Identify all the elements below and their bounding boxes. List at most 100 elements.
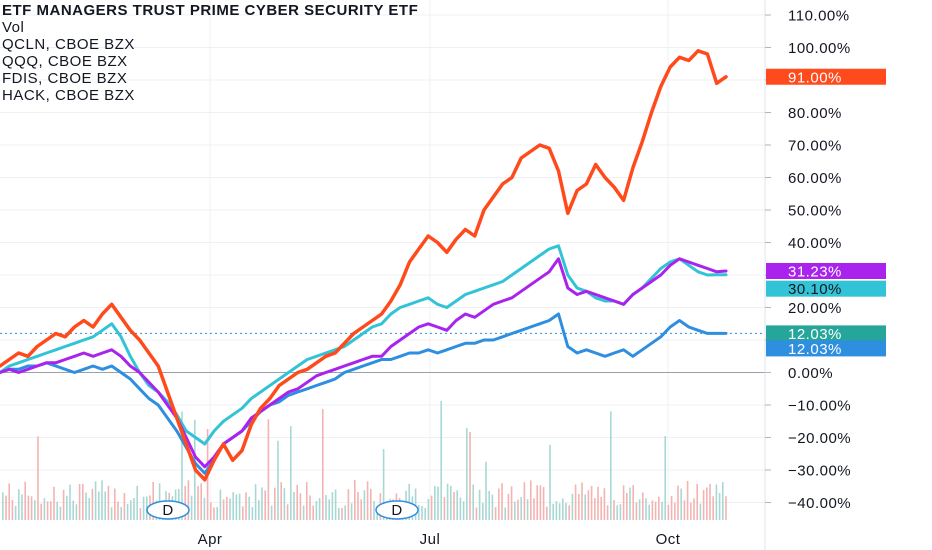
volume-bar: [347, 489, 350, 520]
volume-bar: [219, 489, 222, 520]
volume-bar: [290, 426, 292, 520]
volume-bar: [302, 505, 305, 520]
volume-bar: [488, 490, 490, 520]
legend-volume[interactable]: Vol: [2, 19, 25, 36]
volume-bar: [645, 498, 647, 520]
y-tick-label: −40.00%: [788, 495, 851, 512]
series-line-fdis[interactable]: [0, 244, 728, 446]
volume-bar: [590, 485, 593, 520]
volume-bar: [27, 495, 30, 520]
volume-bar: [674, 502, 676, 520]
volume-bar: [43, 498, 46, 520]
volume-bar: [232, 492, 234, 520]
volume-bar: [494, 507, 497, 520]
last-value-tag: 31.23%: [766, 263, 886, 281]
legend-item-fdis[interactable]: FDIS, CBOE BZX: [2, 70, 128, 87]
last-value-tag-bg: [766, 340, 886, 357]
volume-bar: [715, 484, 718, 520]
volume-bar: [562, 498, 564, 520]
volume-bar: [446, 483, 449, 520]
legend-item-qcln[interactable]: QCLN, CBOE BZX: [2, 36, 135, 53]
volume-bar: [309, 495, 311, 520]
volume-bar: [507, 493, 510, 520]
volume-bar: [712, 496, 714, 520]
y-tick-label: 70.00%: [788, 138, 842, 155]
volume-bar: [504, 507, 506, 520]
volume-bar: [638, 499, 641, 520]
volume-bar: [59, 506, 62, 520]
y-tick-label: 60.00%: [788, 170, 842, 187]
volume-bar: [702, 490, 705, 520]
series-line-hack[interactable]: [0, 312, 728, 475]
volume-bar: [258, 500, 260, 520]
volume-bar: [286, 504, 289, 520]
volume-bar: [82, 483, 84, 520]
volume-bar: [181, 411, 183, 520]
volume-bar: [187, 480, 190, 520]
volume-bar: [482, 502, 484, 520]
volume-bar: [709, 484, 711, 520]
volume-bar: [117, 501, 119, 520]
volume-bar: [485, 461, 487, 520]
volume-bar: [443, 497, 446, 520]
volume-bar: [680, 488, 682, 520]
volume-bar: [472, 484, 474, 520]
volume-bar: [104, 491, 106, 520]
volume-bar: [242, 506, 244, 520]
volume-bar: [331, 492, 334, 520]
volume-bar: [142, 496, 145, 520]
dividend-marker[interactable]: D: [375, 500, 419, 520]
volume-bar: [670, 496, 673, 520]
volume-bar: [498, 488, 500, 520]
last-value-tag-label: 91.00%: [788, 69, 842, 86]
volume-bar: [667, 504, 670, 520]
dividend-marker[interactable]: D: [146, 500, 190, 520]
volume-bar: [216, 507, 218, 520]
volume-bar: [306, 482, 308, 520]
series-line-qqq[interactable]: [0, 257, 728, 469]
volume-bar: [363, 490, 366, 520]
volume-bar: [635, 502, 638, 520]
volume-bar: [610, 411, 612, 520]
x-axis-time-scale[interactable]: Apr Jul Oct: [198, 531, 681, 548]
volume-bar: [421, 506, 423, 520]
volume-bar: [5, 495, 7, 520]
volume-bar: [491, 494, 494, 520]
volume-bar: [542, 487, 545, 520]
volume-bar: [56, 501, 58, 520]
volume-bar: [533, 498, 535, 520]
volume-bar: [133, 498, 135, 520]
volume-bar: [267, 419, 270, 520]
legend-title[interactable]: ETF MANAGERS TRUST PRIME CYBER SECURITY …: [2, 2, 419, 19]
volume-bar: [283, 488, 286, 520]
volume-bar: [568, 505, 570, 520]
volume-bar: [213, 507, 215, 520]
y-tick-label: 50.00%: [788, 203, 842, 220]
volume-bar: [549, 444, 551, 520]
dividend-marker-label: D: [162, 502, 173, 519]
dividend-marker-label: D: [391, 502, 402, 519]
volume-bar: [693, 498, 695, 520]
volume-bar: [248, 496, 250, 520]
volume-bar: [514, 501, 516, 520]
volume-bar: [523, 482, 526, 520]
volume-bar: [226, 496, 228, 520]
volume-bar: [325, 495, 327, 520]
y-tick-label: 80.00%: [788, 105, 842, 122]
volume-bar: [110, 507, 113, 520]
last-value-tag: 30.10%: [766, 280, 886, 298]
volume-bar: [341, 507, 343, 520]
series-line-qcln[interactable]: [0, 49, 728, 482]
volume-bar: [517, 499, 519, 520]
last-value-tag: 91.00%: [766, 68, 886, 86]
volume-bar: [430, 495, 433, 520]
legend-item-hack[interactable]: HACK, CBOE BZX: [2, 87, 135, 104]
y-tick-label: −30.00%: [788, 463, 851, 480]
volume-bar: [53, 486, 55, 520]
volume-bar: [72, 500, 74, 520]
legend-item-qqq[interactable]: QQQ, CBOE BZX: [2, 53, 128, 70]
volume-bar: [238, 493, 241, 520]
volume-bar: [85, 492, 87, 520]
